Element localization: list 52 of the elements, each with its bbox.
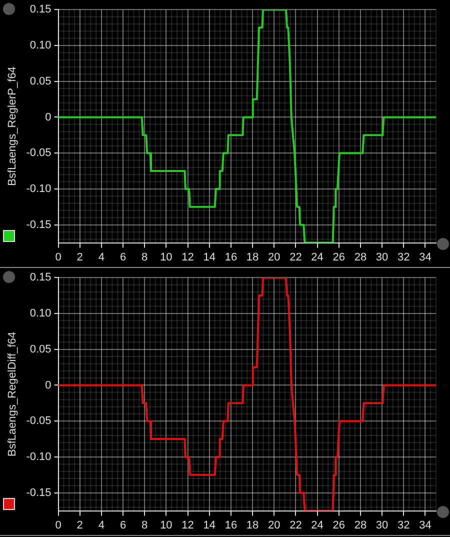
x-tick-label: 0 bbox=[55, 251, 62, 264]
x-tick-label: 20 bbox=[268, 251, 280, 264]
x-tick-label: 24 bbox=[311, 519, 324, 532]
x-tick-label: 8 bbox=[142, 519, 148, 532]
y-tick-label: -0.15 bbox=[26, 218, 52, 231]
y-tick-label: -0.05 bbox=[26, 415, 52, 428]
x-tick-label: 30 bbox=[376, 251, 388, 264]
x-tick-label: 14 bbox=[203, 251, 216, 264]
x-tick-label: 20 bbox=[268, 519, 280, 532]
y-tick-label: -0.15 bbox=[26, 486, 52, 499]
y-tick-label: 0.05 bbox=[30, 75, 52, 88]
x-tick-label: 14 bbox=[203, 519, 216, 532]
y-tick-label: 0.10 bbox=[30, 308, 52, 320]
y-tick-label: 0.10 bbox=[30, 40, 52, 52]
y-axis-title: BsfLaengs_RegelDiff_f64 bbox=[6, 332, 19, 456]
x-tick-label: 32 bbox=[398, 251, 410, 264]
y-tick-label: 0.15 bbox=[30, 272, 52, 284]
x-tick-label: 4 bbox=[98, 519, 105, 532]
y-tick-label: 0 bbox=[45, 379, 52, 392]
x-tick-label: 6 bbox=[120, 251, 126, 264]
x-tick-label: 10 bbox=[160, 519, 172, 532]
x-tick-label: 18 bbox=[246, 251, 259, 264]
x-tick-label: 22 bbox=[290, 519, 302, 532]
y-axis-title: BsfLaengs_ReglerP_f64 bbox=[6, 66, 19, 186]
x-tick-label: 26 bbox=[332, 519, 345, 532]
x-tick-label: 2 bbox=[76, 519, 83, 532]
y-tick-label: 0 bbox=[45, 111, 52, 124]
x-tick-label: 12 bbox=[182, 519, 194, 532]
x-tick-label: 28 bbox=[354, 251, 367, 264]
y-tick-label: -0.10 bbox=[26, 183, 52, 196]
x-tick-label: 2 bbox=[76, 251, 83, 264]
x-tick-label: 32 bbox=[398, 519, 410, 532]
x-tick-label: 34 bbox=[419, 519, 432, 532]
x-tick-label: 16 bbox=[224, 519, 238, 532]
y-tick-label: 0.15 bbox=[30, 4, 52, 16]
x-tick-label: 4 bbox=[98, 251, 105, 264]
x-tick-label: 18 bbox=[246, 519, 259, 532]
x-tick-label: 10 bbox=[160, 251, 172, 264]
x-tick-label: 30 bbox=[376, 519, 388, 532]
y-tick-label: 0.05 bbox=[30, 343, 52, 356]
y-tick-label: -0.10 bbox=[26, 451, 52, 464]
x-tick-label: 24 bbox=[311, 251, 324, 264]
x-tick-label: 12 bbox=[182, 251, 194, 264]
x-tick-label: 22 bbox=[290, 251, 302, 264]
x-tick-label: 6 bbox=[120, 519, 126, 532]
x-tick-label: 34 bbox=[419, 251, 432, 264]
x-tick-label: 28 bbox=[354, 519, 367, 532]
y-tick-label: -0.05 bbox=[26, 147, 52, 160]
x-tick-label: 16 bbox=[224, 251, 238, 264]
x-tick-label: 8 bbox=[142, 251, 148, 264]
x-tick-label: 0 bbox=[55, 519, 62, 532]
x-tick-label: 26 bbox=[332, 251, 345, 264]
